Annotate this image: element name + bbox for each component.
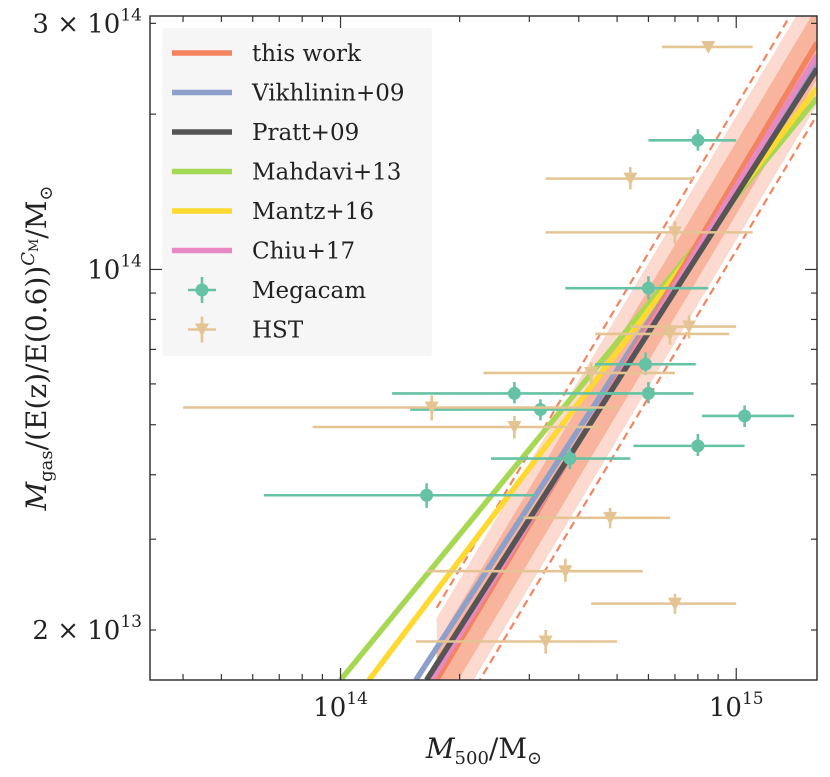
megacam-point: [702, 405, 795, 427]
megacam-point: [392, 382, 628, 404]
hst-marker: [662, 327, 677, 341]
y-tick-label: 1014: [87, 251, 142, 285]
megacam-marker: [533, 403, 547, 417]
megacam-marker: [691, 133, 705, 147]
plot-frame: [149, 15, 818, 681]
megacam-marker: [641, 386, 655, 400]
hst-point: [591, 593, 737, 614]
hst-point: [545, 166, 694, 190]
legend-label-megacam: Megacam: [252, 278, 366, 304]
megacam-point: [648, 129, 737, 151]
megacam-marker: [639, 357, 653, 371]
legend-label-this-work: this work: [252, 41, 362, 67]
legend-label-hst: HST: [252, 318, 304, 344]
y-tick-label: 3 × 1014: [32, 5, 142, 39]
legend-label-mahdavi-13: Mahdavi+13: [252, 160, 401, 186]
legend-box: [162, 28, 432, 356]
x-tick-label: 1014: [313, 689, 368, 723]
hst-point: [523, 507, 670, 529]
megacam-marker: [563, 452, 577, 466]
legend-marker-megacam: [195, 283, 209, 297]
hst-marker: [584, 366, 599, 380]
hst-marker: [538, 635, 553, 649]
megacam-marker: [420, 488, 434, 502]
hst-point: [545, 221, 753, 245]
legend-label-mantz-16: Mantz+16: [252, 199, 374, 225]
legend-marker-hst: [195, 323, 209, 337]
y-axis-label: Mgas/(E(z)/E(0.6))CM/M⊙: [18, 185, 57, 511]
hst-marker: [667, 226, 682, 240]
hst-marker: [682, 320, 697, 334]
hst-marker: [507, 420, 522, 434]
hst-marker: [558, 565, 573, 579]
legend-label-chiu-17: Chiu+17: [252, 239, 355, 265]
megacam-marker: [507, 386, 521, 400]
hst-point: [662, 40, 753, 54]
hst-point: [483, 362, 675, 384]
megacam-point: [595, 352, 696, 375]
hst-marker: [667, 597, 682, 611]
megacam-marker: [691, 439, 705, 453]
pratt-09-line: [424, 67, 817, 680]
megacam-point: [565, 276, 709, 300]
hst-point: [426, 558, 643, 582]
megacam-point: [490, 448, 631, 470]
hst-marker: [701, 40, 716, 54]
this-work-bound: [478, 114, 817, 680]
megacam-point: [263, 483, 535, 508]
y-tick-label: 2 × 1013: [32, 612, 142, 646]
hst-point: [312, 415, 600, 439]
megacam-point: [633, 433, 745, 456]
hst-marker: [603, 511, 618, 525]
hst-marker: [424, 401, 439, 415]
legend-label-vikhlinin-09: Vikhlinin+09: [251, 81, 405, 107]
megacam-point: [591, 382, 694, 404]
x-tick-label: 1015: [709, 689, 764, 723]
hst-point: [630, 315, 737, 339]
megacam-marker: [641, 281, 655, 295]
hst-point: [415, 630, 618, 654]
megacam-marker: [738, 409, 752, 423]
legend-label-pratt-09: Pratt+09: [252, 120, 359, 146]
x-axis-label: M500/M⊙: [425, 732, 542, 769]
hst-marker: [623, 172, 638, 186]
hst-point: [183, 395, 618, 421]
legend: this work Vikhlinin+09 Pratt+09 Mahdavi+13 M…: [162, 28, 432, 356]
